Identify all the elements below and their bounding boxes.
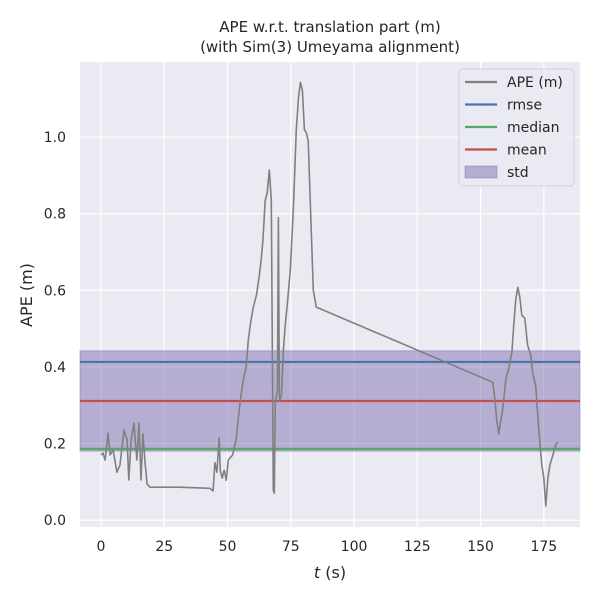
legend-label-mean: mean: [507, 143, 547, 159]
y-tick-label: 0.8: [44, 207, 66, 223]
ape-series-line: [100, 81, 559, 507]
chart-title-line1: APE w.r.t. translation part (m): [219, 18, 440, 36]
legend-label-rmse: rmse: [507, 98, 542, 114]
x-tick-label: 25: [155, 539, 173, 555]
y-tick-label: 0.6: [44, 283, 66, 299]
x-tick-label: 75: [282, 539, 300, 555]
legend: APE (m) rmse median mean std: [458, 68, 575, 187]
x-tick-label: 0: [97, 539, 106, 555]
x-tick-label: 175: [530, 539, 557, 555]
x-axis-unit: (s): [320, 563, 346, 582]
x-tick-label: 125: [404, 539, 431, 555]
x-tick-label: 150: [467, 539, 494, 555]
y-axis-label: APE (m): [17, 263, 36, 327]
chart-title-line2: (with Sim(3) Umeyama alignment): [200, 38, 460, 56]
y-tick-label: 1.0: [44, 130, 66, 146]
legend-std-swatch: [464, 165, 498, 179]
legend-label-median: median: [507, 120, 559, 136]
x-axis-var: t: [314, 563, 321, 582]
y-tick-label: 0.4: [44, 360, 66, 376]
y-tick-label: 0.2: [44, 436, 66, 452]
x-tick-label: 50: [219, 539, 237, 555]
x-axis-label: t (s): [314, 563, 346, 582]
tick-labels: 0 25 50 75 100 125 150 175 0.0 0.2 0.4 0.6 0.8 1.0: [44, 130, 557, 555]
legend-label-std: std: [507, 165, 529, 181]
legend-label-ape: APE (m): [507, 75, 563, 91]
stat-lines: [79, 350, 581, 452]
x-tick-label: 100: [341, 539, 368, 555]
y-tick-label: 0.0: [44, 513, 66, 529]
legend-box: [458, 68, 575, 187]
